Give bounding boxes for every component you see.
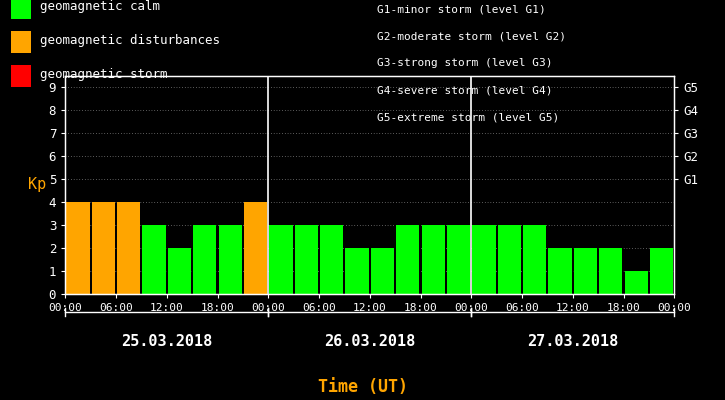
Text: G5-extreme storm (level G5): G5-extreme storm (level G5) xyxy=(377,113,559,123)
Bar xyxy=(370,248,394,294)
Text: 27.03.2018: 27.03.2018 xyxy=(527,334,618,349)
Bar xyxy=(142,225,166,294)
Bar xyxy=(294,225,318,294)
Bar xyxy=(421,225,445,294)
Bar xyxy=(91,202,115,294)
Bar xyxy=(269,225,293,294)
Bar xyxy=(523,225,547,294)
Text: 25.03.2018: 25.03.2018 xyxy=(121,334,212,349)
Text: G3-strong storm (level G3): G3-strong storm (level G3) xyxy=(377,58,552,68)
Bar xyxy=(193,225,217,294)
Bar xyxy=(650,248,674,294)
Bar xyxy=(472,225,496,294)
Text: geomagnetic calm: geomagnetic calm xyxy=(40,0,160,13)
Bar xyxy=(396,225,420,294)
Bar xyxy=(573,248,597,294)
Bar xyxy=(117,202,141,294)
Bar xyxy=(218,225,242,294)
Text: Time (UT): Time (UT) xyxy=(318,378,407,396)
Text: G2-moderate storm (level G2): G2-moderate storm (level G2) xyxy=(377,31,566,41)
Bar xyxy=(345,248,369,294)
Text: 26.03.2018: 26.03.2018 xyxy=(324,334,415,349)
Bar xyxy=(244,202,268,294)
Bar xyxy=(497,225,521,294)
Y-axis label: Kp: Kp xyxy=(28,178,46,192)
Text: geomagnetic storm: geomagnetic storm xyxy=(40,68,167,81)
Bar xyxy=(624,271,648,294)
Text: G4-severe storm (level G4): G4-severe storm (level G4) xyxy=(377,86,552,96)
Bar xyxy=(548,248,572,294)
Text: geomagnetic disturbances: geomagnetic disturbances xyxy=(40,34,220,47)
Text: G1-minor storm (level G1): G1-minor storm (level G1) xyxy=(377,4,546,14)
Bar xyxy=(599,248,623,294)
Bar xyxy=(66,202,90,294)
Bar xyxy=(320,225,344,294)
Bar xyxy=(447,225,471,294)
Bar xyxy=(167,248,191,294)
